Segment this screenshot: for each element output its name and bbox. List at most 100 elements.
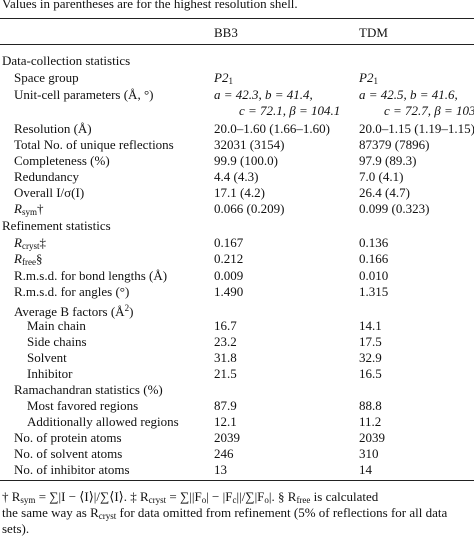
table-row: No. of protein atoms 2039 2039 (0, 430, 474, 445)
table-row: Additionally allowed regions 12.1 11.2 (0, 414, 474, 429)
table-row: Average B factors (Å2) (0, 301, 474, 319)
row-label: Total No. of unique reflections (14, 137, 174, 152)
row-label: No. of inhibitor atoms (14, 462, 130, 477)
cell-tdm: 32.9 (359, 350, 382, 365)
row-label: Completeness (%) (14, 153, 110, 168)
cell-bb3: 16.7 (214, 318, 237, 333)
row-label: Average B factors (Å2) (14, 303, 134, 319)
cell-bb3: 99.9 (100.0) (214, 153, 278, 168)
cell-tdm: 20.0–1.15 (1.19–1.15) (359, 121, 474, 136)
cell-tdm: 26.4 (4.7) (359, 185, 410, 200)
cell-tdm: 1.315 (359, 284, 389, 299)
header-bb3: BB3 (214, 25, 238, 40)
table-row: Most favored regions 87.9 88.8 (0, 398, 474, 413)
cell-tdm: 97.9 (89.3) (359, 153, 417, 168)
cell-bb3: 246 (214, 446, 234, 461)
table-row: Total No. of unique reflections 32031 (3… (0, 137, 474, 152)
section-title: Refinement statistics (2, 218, 111, 233)
cell-bb3: 32031 (3154) (214, 137, 285, 152)
row-label: Rfree§ (14, 251, 43, 267)
table-row: Ramachandran statistics (%) (0, 382, 474, 397)
row-label: No. of protein atoms (14, 430, 122, 445)
cell-bb3: a = 42.3, b = 41.4, (214, 87, 313, 102)
table-row: R.m.s.d. for angles (°) 1.490 1.315 (0, 284, 474, 299)
cell-tdm: 0.010 (359, 268, 389, 283)
cell-tdm: P21 (359, 70, 378, 86)
cell-bb3: 4.4 (4.3) (214, 169, 259, 184)
row-label: Main chain (27, 318, 86, 333)
table-row: Completeness (%) 99.9 (100.0) 97.9 (89.3… (0, 153, 474, 168)
top-rule (0, 18, 474, 19)
table-row: Overall I/σ(I) 17.1 (4.2) 26.4 (4.7) (0, 185, 474, 200)
cell-bb3: 31.8 (214, 350, 237, 365)
section-refinement: Refinement statistics (0, 218, 474, 233)
table-row: Space group P21 P21 (0, 70, 474, 86)
header-row: BB3 TDM (0, 25, 474, 40)
cell-bb3: 17.1 (4.2) (214, 185, 265, 200)
cell-tdm: 11.2 (359, 414, 382, 429)
cell-bb3: 0.167 (214, 235, 244, 250)
table-row: No. of inhibitor atoms 13 14 (0, 462, 474, 477)
cell-tdm: a = 42.5, b = 41.6, (359, 87, 458, 102)
row-label: Rsym† (14, 201, 44, 217)
row-label: Unit-cell parameters (Å, °) (14, 87, 154, 102)
row-label: Overall I/σ(I) (14, 185, 85, 200)
row-label: Solvent (27, 350, 67, 365)
row-label: Space group (14, 70, 79, 85)
table-row: c = 72.1, β = 104.1 c = 72.7, β = 103.9 (0, 103, 474, 118)
cell-tdm: c = 72.7, β = 103.9 (384, 103, 474, 118)
section-title: Data-collection statistics (2, 53, 131, 68)
table-row: Rsym† 0.066 (0.209) 0.099 (0.323) (0, 201, 474, 217)
cell-bb3: 13 (214, 462, 227, 477)
table-row: Redundancy 4.4 (4.3) 7.0 (4.1) (0, 169, 474, 184)
table-row: Resolution (Å) 20.0–1.60 (1.66–1.60) 20.… (0, 121, 474, 136)
cell-bb3: 21.5 (214, 366, 237, 381)
table-row: Unit-cell parameters (Å, °) a = 42.3, b … (0, 87, 474, 102)
cell-bb3: 87.9 (214, 398, 237, 413)
cell-bb3: 23.2 (214, 334, 237, 349)
cell-bb3: 0.212 (214, 251, 244, 266)
table-row: Solvent 31.8 32.9 (0, 350, 474, 365)
footnote-line-1: † Rsym = ∑|I − ⟨I⟩|/∑⟨I⟩. ‡ Rcryst = ∑||… (2, 489, 379, 505)
cell-bb3: c = 72.1, β = 104.1 (239, 103, 341, 118)
table-row: Rcryst‡ 0.167 0.136 (0, 235, 474, 251)
row-label: Additionally allowed regions (27, 414, 179, 429)
row-label: Resolution (Å) (14, 121, 92, 136)
cell-tdm: 0.166 (359, 251, 389, 266)
row-label: No. of solvent atoms (14, 446, 123, 461)
footnote-line-3: sets). (2, 521, 30, 536)
cell-tdm: 87379 (7896) (359, 137, 430, 152)
cell-tdm: 310 (359, 446, 379, 461)
row-label: Rcryst‡ (14, 235, 46, 251)
bottom-rule (0, 480, 474, 481)
row-label: Side chains (27, 334, 87, 349)
cell-bb3: 0.066 (0.209) (214, 201, 285, 216)
header-rule (0, 44, 474, 45)
cell-tdm: 88.8 (359, 398, 382, 413)
table-row: R.m.s.d. for bond lengths (Å) 0.009 0.01… (0, 268, 474, 283)
cell-tdm: 14 (359, 462, 372, 477)
cell-tdm: 7.0 (4.1) (359, 169, 404, 184)
row-label: R.m.s.d. for bond lengths (Å) (14, 268, 168, 283)
cell-tdm: 17.5 (359, 334, 382, 349)
row-label: Redundancy (14, 169, 79, 184)
section-data-collection: Data-collection statistics (0, 53, 474, 68)
table-row: Inhibitor 21.5 16.5 (0, 366, 474, 381)
cell-tdm: 2039 (359, 430, 385, 445)
table-row: Main chain 16.7 14.1 (0, 318, 474, 333)
cell-bb3: 0.009 (214, 268, 244, 283)
cell-bb3: 12.1 (214, 414, 237, 429)
table-row: Rfree§ 0.212 0.166 (0, 251, 474, 267)
cell-tdm: 16.5 (359, 366, 382, 381)
cell-bb3: 1.490 (214, 284, 244, 299)
row-label: Most favored regions (27, 398, 139, 413)
row-label: Ramachandran statistics (%) (14, 382, 163, 397)
table-row: No. of solvent atoms 246 310 (0, 446, 474, 461)
cell-tdm: 0.099 (0.323) (359, 201, 430, 216)
row-label: Inhibitor (27, 366, 73, 381)
cell-tdm: 14.1 (359, 318, 382, 333)
header-tdm: TDM (359, 25, 388, 40)
cell-tdm: 0.136 (359, 235, 389, 250)
table-row: Side chains 23.2 17.5 (0, 334, 474, 349)
row-label: R.m.s.d. for angles (°) (14, 284, 130, 299)
